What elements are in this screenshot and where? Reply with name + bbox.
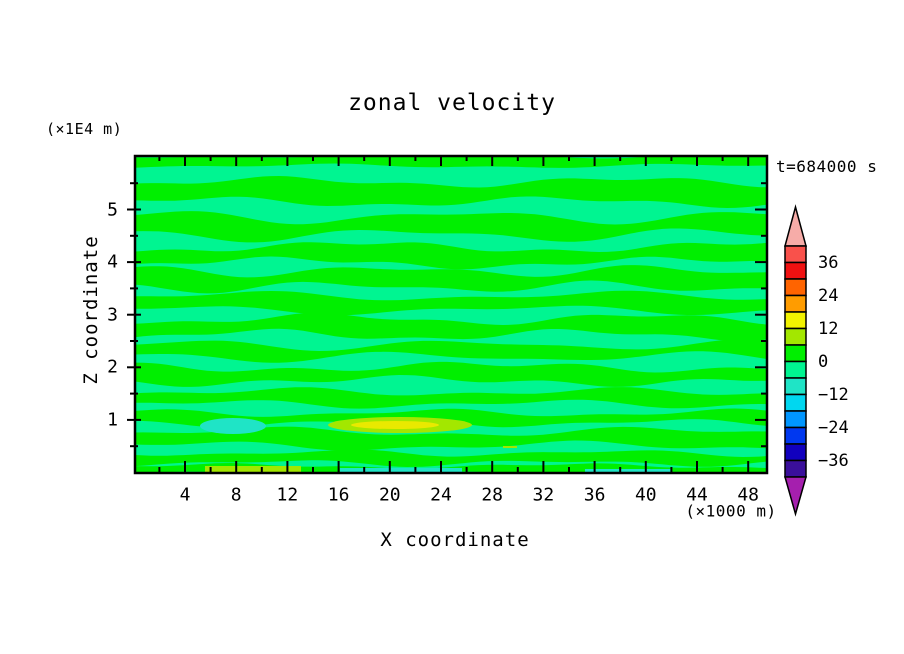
- plot-frame: [133, 154, 769, 475]
- contour-feature-yellow: [351, 421, 439, 429]
- x-tick-label: 44: [686, 484, 708, 506]
- x-tick-label: 4: [179, 484, 191, 506]
- colorbar-box: [784, 344, 807, 363]
- colorbar-over-arrow: [784, 204, 807, 247]
- contour-band: [135, 265, 767, 294]
- colorbar-label: 36: [818, 252, 839, 273]
- x-tick-label: 28: [481, 484, 504, 506]
- contour-feature-turquoise: [200, 418, 266, 434]
- colorbar: [784, 204, 807, 517]
- contour-band: [135, 339, 767, 363]
- colorbar-box: [784, 278, 807, 297]
- colorbar-box: [784, 443, 807, 462]
- contour-band: [135, 211, 767, 243]
- contour-band: [135, 176, 767, 208]
- colorbar-box: [784, 245, 807, 264]
- x-tick-label: 16: [327, 484, 350, 506]
- colorbar-box: [784, 426, 807, 445]
- x-tick-label: 36: [583, 484, 606, 506]
- colorbar-label: 0: [818, 351, 829, 372]
- bands-layer: [135, 156, 767, 473]
- contour-plot: [127, 154, 769, 475]
- x-tick-label: 48: [737, 484, 760, 506]
- contour-band: [135, 449, 767, 467]
- features-layer: [200, 417, 671, 473]
- colorbar-label: 24: [818, 285, 839, 306]
- colorbar-box: [784, 294, 807, 313]
- y-tick-label: 1: [107, 409, 118, 431]
- x-tick-label: 20: [378, 484, 401, 506]
- contour-feature-chartreuse: [205, 466, 301, 473]
- colorbar-label: −36: [818, 450, 849, 471]
- x-tick-label: 24: [430, 484, 452, 506]
- colorbar-box: [784, 360, 807, 379]
- colorbar-box: [784, 261, 807, 280]
- y-tick-label: 5: [107, 199, 118, 221]
- contour-feature-turquoise: [585, 469, 671, 473]
- contour-band: [135, 290, 767, 316]
- colorbar-label: −12: [818, 384, 849, 405]
- colorbar-box: [784, 410, 807, 429]
- colorbar-box: [784, 311, 807, 330]
- contour-band: [135, 312, 767, 342]
- colorbar-label: −24: [818, 417, 849, 438]
- time-annotation: t=684000 s: [776, 157, 878, 176]
- contour-band: [135, 408, 767, 428]
- colorbar-under-arrow: [784, 476, 807, 517]
- x-tick-label: 8: [230, 484, 242, 506]
- contour-band: [135, 242, 767, 270]
- y-axis-units-label: (×1E4 m): [46, 120, 123, 138]
- contour-band: [135, 361, 767, 387]
- y-tick-label: 2: [107, 356, 118, 378]
- contour-band: [135, 156, 767, 168]
- x-axis-units-label: (×1000 m): [685, 501, 777, 521]
- colorbar-box: [784, 459, 807, 478]
- colorbar-box: [784, 393, 807, 412]
- x-tick-label: 12: [276, 484, 299, 506]
- contour-band: [135, 426, 767, 451]
- colorbar-box: [784, 327, 807, 346]
- colorbar-box: [784, 377, 807, 396]
- y-tick-label: 3: [107, 304, 118, 326]
- contour-band: [135, 387, 767, 409]
- y-tick-label: 4: [107, 251, 118, 273]
- contour-feature-turquoise: [340, 468, 462, 473]
- plot-title: zonal velocity: [348, 90, 556, 116]
- x-tick-label: 32: [532, 484, 555, 506]
- x-tick-label: 40: [634, 484, 657, 506]
- colorbar-label: 12: [818, 318, 839, 339]
- x-axis-label: X coordinate: [380, 529, 530, 551]
- contour-feature-chartreuse: [503, 446, 517, 448]
